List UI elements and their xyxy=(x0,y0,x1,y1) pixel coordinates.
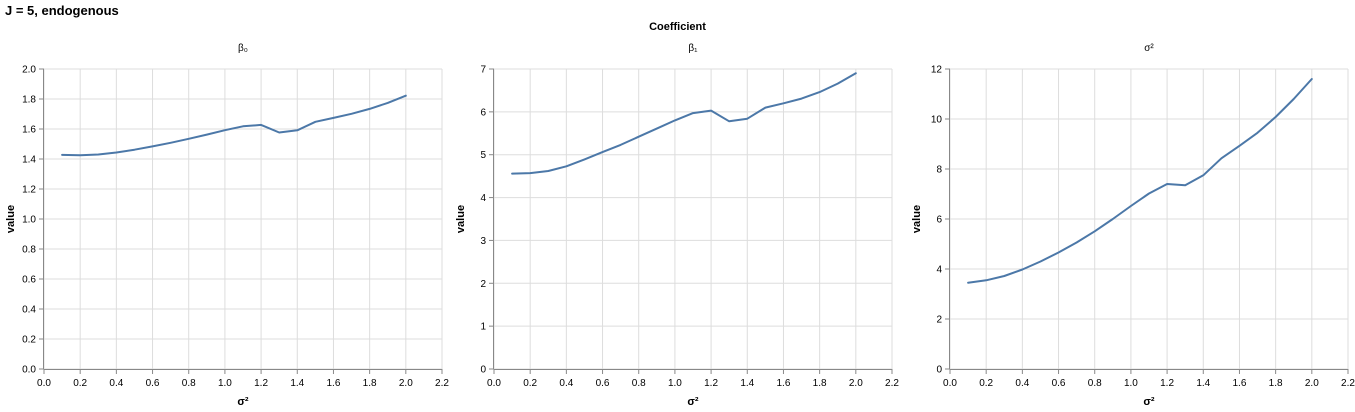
x-axis-title: σ² xyxy=(237,396,249,408)
y-tick-label: 1.4 xyxy=(22,155,36,166)
y-tick-label: 6 xyxy=(480,107,486,118)
page-title: J = 5, endogenous xyxy=(5,3,119,18)
x-tick-label: 0.8 xyxy=(632,378,646,389)
y-tick-label: 6 xyxy=(936,215,942,226)
panel-title: β₀ xyxy=(238,43,248,54)
y-tick-label: 1.8 xyxy=(22,95,36,106)
panel-title: σ² xyxy=(1144,43,1154,54)
x-tick-label: 1.2 xyxy=(704,378,718,389)
x-tick-label: 1.0 xyxy=(218,378,232,389)
y-tick-label: 2 xyxy=(936,315,942,326)
y-tick-label: 0.2 xyxy=(22,335,36,346)
x-tick-label: 1.8 xyxy=(363,378,377,389)
x-tick-label: 1.2 xyxy=(1160,378,1174,389)
x-tick-label: 0.6 xyxy=(146,378,160,389)
y-tick-label: 0.6 xyxy=(22,275,36,286)
x-tick-label: 1.6 xyxy=(777,378,791,389)
x-tick-label: 0.2 xyxy=(523,378,537,389)
y-tick-label: 2 xyxy=(480,279,486,290)
y-tick-label: 0.8 xyxy=(22,245,36,256)
y-tick-label: 0.4 xyxy=(22,305,36,316)
x-tick-label: 0.0 xyxy=(943,378,957,389)
x-tick-label: 2.2 xyxy=(435,378,449,389)
series-line xyxy=(61,94,407,157)
y-tick-label: 10 xyxy=(931,115,943,126)
chart-panel-1: 0.0 0.2 0.4 0.6 0.8 1.0 1.2 1.4 1.6 1.8 2.0 2.2 0.0 0… xyxy=(5,43,449,408)
y-tick-label: 5 xyxy=(480,150,486,161)
x-tick-label: 1.2 xyxy=(254,378,268,389)
x-tick-label: 1.4 xyxy=(1196,378,1210,389)
x-tick-label: 2.2 xyxy=(885,378,899,389)
x-tick-label: 1.4 xyxy=(740,378,754,389)
y-tick-label: 12 xyxy=(931,65,943,76)
series-line xyxy=(967,78,1313,284)
facet-header: Coefficient xyxy=(649,21,706,33)
y-axis-title: value xyxy=(911,205,923,233)
x-tick-label: 0.6 xyxy=(596,378,610,389)
x-tick-label: 0.4 xyxy=(559,378,573,389)
series-line xyxy=(511,72,857,175)
y-tick-label: 8 xyxy=(936,165,942,176)
x-tick-label: 2.0 xyxy=(399,378,413,389)
y-tick-label: 1.0 xyxy=(22,215,36,226)
x-tick-label: 0.2 xyxy=(979,378,993,389)
x-tick-label: 0.8 xyxy=(182,378,196,389)
x-tick-label: 0.2 xyxy=(73,378,87,389)
x-tick-label: 1.0 xyxy=(1124,378,1138,389)
x-tick-label: 2.0 xyxy=(1305,378,1319,389)
x-tick-label: 0.8 xyxy=(1088,378,1102,389)
x-tick-label: 2.0 xyxy=(849,378,863,389)
y-tick-label: 3 xyxy=(480,236,486,247)
y-tick-label: 4 xyxy=(480,193,486,204)
x-tick-label: 1.4 xyxy=(290,378,304,389)
x-tick-label: 1.8 xyxy=(813,378,827,389)
x-tick-label: 2.2 xyxy=(1341,378,1355,389)
y-tick-label: 1.6 xyxy=(22,125,36,136)
x-tick-label: 0.4 xyxy=(109,378,123,389)
y-tick-label: 7 xyxy=(480,65,486,76)
y-tick-label: 0 xyxy=(480,365,486,376)
y-tick-label: 1.2 xyxy=(22,185,36,196)
y-tick-label: 4 xyxy=(936,265,942,276)
x-axis-title: σ² xyxy=(1143,396,1155,408)
x-tick-label: 0.6 xyxy=(1052,378,1066,389)
x-tick-label: 0.4 xyxy=(1015,378,1029,389)
x-tick-label: 0.0 xyxy=(37,378,51,389)
x-tick-label: 1.6 xyxy=(327,378,341,389)
x-axis-title: σ² xyxy=(687,396,699,408)
x-tick-label: 1.6 xyxy=(1233,378,1247,389)
panel-title: β₁ xyxy=(688,43,698,54)
x-tick-label: 1.0 xyxy=(668,378,682,389)
x-tick-label: 1.8 xyxy=(1269,378,1283,389)
y-tick-label: 1 xyxy=(480,322,486,333)
chart-panel-3: 0.0 0.2 0.4 0.6 0.8 1.0 1.2 1.4 1.6 1.8 2.0 2.2 0 2 4 6… xyxy=(911,43,1355,408)
y-tick-label: 0 xyxy=(936,365,942,376)
y-axis-title: value xyxy=(5,205,17,233)
y-tick-label: 2.0 xyxy=(22,65,36,76)
y-axis-title: value xyxy=(455,205,467,233)
y-tick-label: 0.0 xyxy=(22,365,36,376)
chart-panel-2: 0.0 0.2 0.4 0.6 0.8 1.0 1.2 1.4 1.6 1.8 2.0 2.2 0 1 2 3… xyxy=(455,43,899,408)
x-tick-label: 0.0 xyxy=(487,378,501,389)
